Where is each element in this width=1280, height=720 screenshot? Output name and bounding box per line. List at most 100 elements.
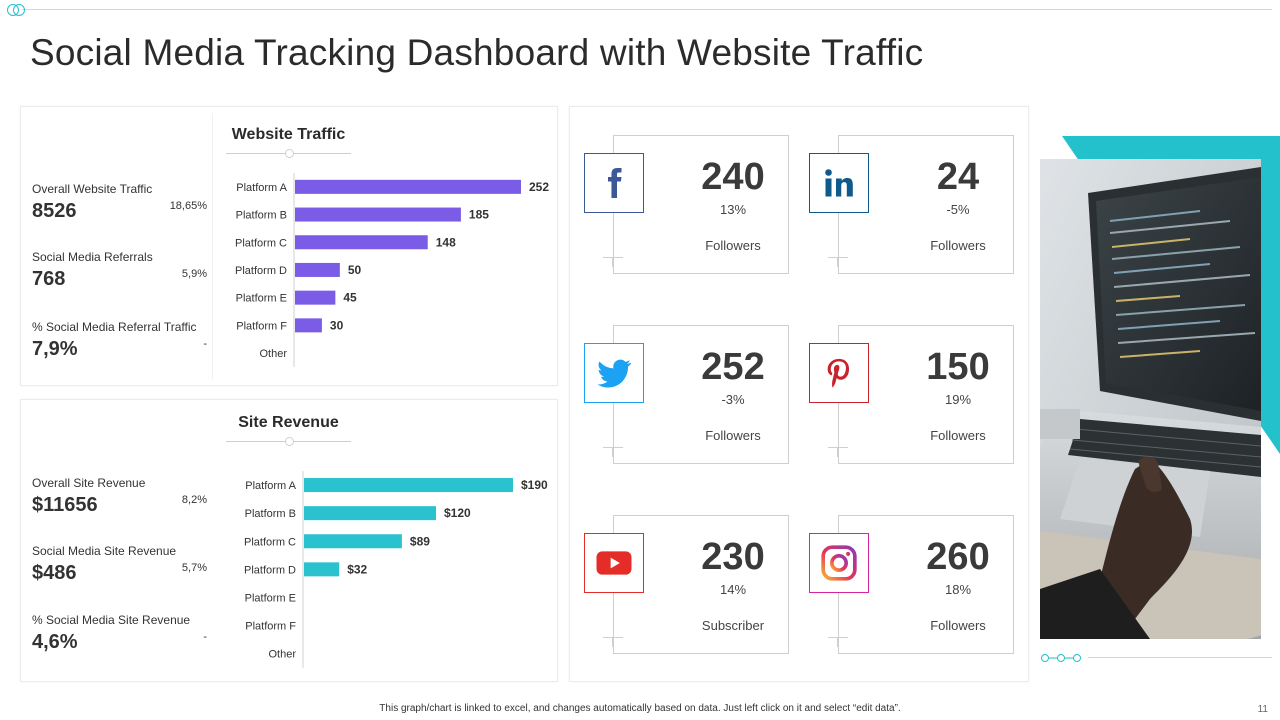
category-label: Platform A <box>245 480 296 492</box>
metric-change: - <box>203 631 207 643</box>
metric-overall-website-traffic: Overall Website Traffic 8526 18,65% <box>32 182 207 223</box>
site-revenue-chart: Platform A $190 Platform B $120 Platform C $8… <box>244 471 548 668</box>
data-label: 185 <box>469 208 489 222</box>
bar <box>295 207 461 222</box>
category-label: Platform D <box>235 265 287 277</box>
website-traffic-chart: Platform A 252 Platform B 185 Platform C 148 P… <box>235 173 549 367</box>
metric-value: 768 <box>32 268 66 290</box>
bar <box>304 506 436 521</box>
card-percentage: 14% <box>719 582 747 597</box>
card-label: Subscriber <box>701 618 765 633</box>
category-label: Platform B <box>245 508 296 520</box>
card-connector <box>612 447 613 457</box>
metric-label: % Social Media Referral Traffic <box>32 320 197 334</box>
category-label: Platform C <box>244 536 296 548</box>
card-percentage: 19% <box>944 392 972 407</box>
category-label: Platform E <box>245 592 296 604</box>
page-number: 11 <box>1257 704 1268 715</box>
category-label: Platform F <box>245 621 296 633</box>
metric-social-media-site-revenue: Social Media Site Revenue $486 5,7% <box>32 544 207 585</box>
metric-social-media-referrals: Social Media Referrals 768 5,9% <box>32 250 207 291</box>
data-label: $89 <box>410 534 430 548</box>
metric-label: Overall Website Traffic <box>32 182 153 196</box>
metric-change: 18,65% <box>169 200 207 212</box>
metric-value: 4,6% <box>32 631 78 653</box>
page-title: Social Media Tracking Dashboard with Web… <box>30 32 924 73</box>
card-connector <box>612 637 613 647</box>
metric-social-media-referral-traffic: % Social Media Referral Traffic 7,9% - <box>32 320 207 361</box>
card-connector <box>603 257 623 258</box>
footer-note: This graph/chart is linked to excel, and… <box>379 703 901 714</box>
revenue-title-separator <box>226 437 351 446</box>
metric-value: 8526 <box>32 200 77 222</box>
category-label: Platform A <box>236 182 287 194</box>
data-label: 252 <box>529 180 549 194</box>
linkedin-icon <box>809 153 869 213</box>
bar <box>295 262 340 277</box>
card-value: 230 <box>701 536 765 578</box>
traffic-title-separator <box>226 149 351 158</box>
card-label: Followers <box>930 238 986 253</box>
card-value: 240 <box>701 156 765 198</box>
top-rule <box>22 9 1272 10</box>
metric-label: Social Media Site Revenue <box>32 544 177 558</box>
category-label: Other <box>268 649 296 661</box>
card-value: 150 <box>926 346 990 388</box>
card-connector <box>828 637 848 638</box>
bar <box>295 318 322 333</box>
card-label: Followers <box>930 618 986 633</box>
data-label: 30 <box>330 318 344 332</box>
metric-change: 5,9% <box>181 268 207 280</box>
laptop-photo <box>1040 159 1261 639</box>
category-label: Platform D <box>244 564 296 576</box>
carousel-dots <box>1041 654 1081 662</box>
category-label: Platform F <box>236 320 287 332</box>
metric-value: $11656 <box>32 494 98 516</box>
panel-divider <box>212 113 213 379</box>
header-circles-icon <box>7 4 25 16</box>
card-label: Followers <box>705 428 761 443</box>
bar <box>295 235 428 250</box>
metric-label: % Social Media Site Revenue <box>32 613 191 627</box>
card-connector <box>828 447 848 448</box>
card-connector <box>837 637 838 647</box>
card-percentage: 13% <box>719 202 747 217</box>
data-label: $190 <box>521 478 548 492</box>
data-label: 50 <box>348 263 362 277</box>
traffic-chart-title: Website Traffic <box>231 126 346 143</box>
site-revenue-panel: Overall Site Revenue $11656 8,2% Social … <box>20 399 558 682</box>
bar <box>295 179 521 194</box>
card-connector <box>828 257 848 258</box>
bar <box>304 478 513 493</box>
card-label: Followers <box>705 238 761 253</box>
metric-overall-site-revenue: Overall Site Revenue $11656 8,2% <box>32 476 207 517</box>
metric-social-media-site-revenue-pct: % Social Media Site Revenue 4,6% - <box>32 613 207 654</box>
data-label: 45 <box>343 291 357 305</box>
metric-value: 7,9% <box>32 338 78 360</box>
card-percentage: -5% <box>946 202 970 217</box>
category-label: Other <box>259 348 287 360</box>
category-label: Platform B <box>236 210 287 222</box>
card-percentage: -3% <box>721 392 745 407</box>
card-connector <box>837 257 838 267</box>
metric-change: 5,7% <box>181 562 207 574</box>
card-percentage: 18% <box>944 582 972 597</box>
card-value: 24 <box>936 156 980 198</box>
pinterest-icon <box>809 343 869 403</box>
instagram-icon <box>809 533 869 593</box>
metric-change: 8,2% <box>181 494 207 506</box>
bar <box>304 562 340 577</box>
metric-label: Social Media Referrals <box>32 250 153 264</box>
card-connector <box>603 637 623 638</box>
data-label: 148 <box>436 235 456 249</box>
category-label: Platform E <box>236 293 287 305</box>
data-label: $120 <box>444 506 471 520</box>
card-connector <box>603 447 623 448</box>
youtube-icon <box>584 533 644 593</box>
facebook-icon <box>584 153 644 213</box>
metric-change: - <box>203 338 207 350</box>
metric-label: Overall Site Revenue <box>32 476 146 490</box>
card-value: 260 <box>926 536 990 578</box>
category-label: Platform C <box>235 237 287 249</box>
bar <box>304 534 402 549</box>
